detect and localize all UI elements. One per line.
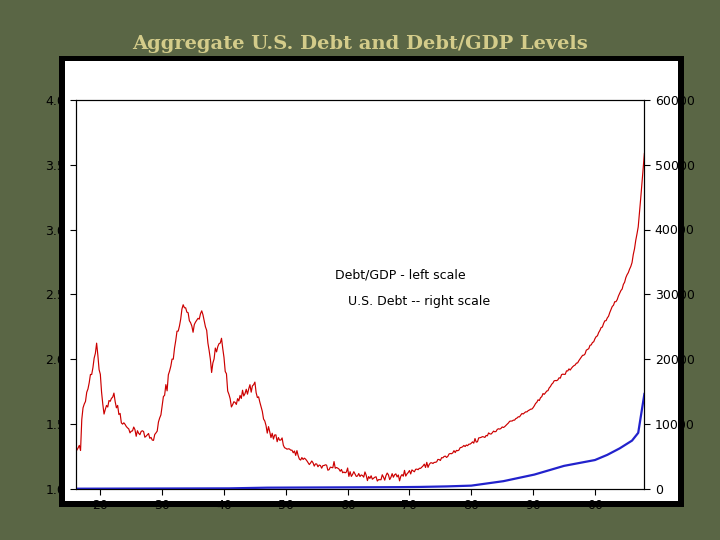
Text: Debt/GDP - left scale: Debt/GDP - left scale <box>336 269 466 282</box>
Text: U.S. Debt -- right scale: U.S. Debt -- right scale <box>348 295 490 308</box>
Text: Aggregate U.S. Debt and Debt/GDP Levels: Aggregate U.S. Debt and Debt/GDP Levels <box>132 35 588 53</box>
